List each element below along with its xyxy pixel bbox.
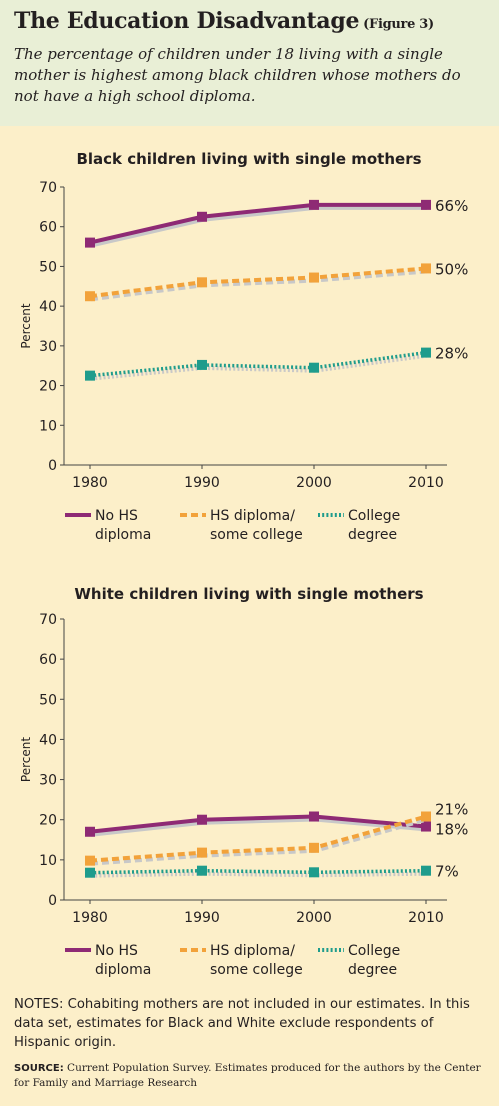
data-point-marker [309,842,319,853]
figure-title-text: The Education Disadvantage [14,8,360,34]
data-point-marker [421,347,431,358]
data-point-marker [309,811,319,822]
x-tick-label: 2010 [408,475,444,491]
data-point-marker [197,277,207,288]
series-line-college [89,868,427,875]
data-point-marker [197,211,207,222]
legend-label: some college [210,527,303,543]
legend-label: No HS [95,943,138,959]
legend-label: degree [348,962,397,978]
data-point-marker [309,199,319,210]
legend-label: diploma [95,962,151,978]
data-point-marker [197,847,207,858]
legend-label: diploma [95,527,151,543]
data-point-marker [85,826,95,837]
y-tick-label: 50 [39,259,57,275]
source-label: SOURCE: [14,1063,64,1074]
black-children-chart: Black children living with single mother… [19,150,468,543]
series-line-no-hs [89,814,427,834]
legend-label: No HS [95,508,138,524]
data-point-marker [421,263,431,274]
x-tick-label: 1980 [72,475,108,491]
y-tick-label: 60 [39,220,57,236]
y-axis-label: Percent [19,303,33,348]
series-line-no-hs [89,202,426,245]
data-point-marker [421,865,431,876]
series-shadow [90,871,428,878]
x-tick-label: 2010 [408,910,444,926]
x-tick-label: 1980 [72,910,108,926]
y-tick-label: 20 [39,379,57,395]
series-end-label: 21% [435,801,468,819]
y-tick-label: 0 [48,893,57,909]
y-tick-label: 10 [39,418,57,434]
y-tick-label: 30 [39,773,57,789]
data-point-marker [309,867,319,878]
data-point-marker [421,811,431,822]
data-point-marker [197,359,207,370]
series-shadow [90,817,428,837]
chart-title: White children living with single mother… [74,585,423,603]
x-tick-label: 1990 [184,475,220,491]
y-tick-label: 40 [39,732,57,748]
series-end-label: 50% [435,260,468,278]
figure-title: The Education Disadvantage (Figure 3) [14,8,434,34]
data-point-marker [309,272,319,283]
y-tick-label: 20 [39,813,57,829]
data-point-marker [421,199,431,210]
series-line-hs-some-college [89,814,427,863]
data-point-marker [85,291,95,302]
data-point-marker [85,855,95,866]
series-shadow [90,817,428,866]
legend-label: College [348,943,400,959]
data-point-marker [197,814,207,825]
data-point-marker [85,370,95,381]
y-tick-label: 70 [39,612,57,628]
y-tick-label: 40 [39,299,57,315]
y-tick-label: 30 [39,339,57,355]
y-tick-label: 70 [39,180,57,196]
y-axis-label: Percent [19,737,33,782]
source-text: SOURCE: Current Population Survey. Estim… [14,1061,492,1090]
figure-subtitle: The percentage of children under 18 livi… [14,45,461,105]
series-end-label: 18% [435,821,468,839]
legend-label: HS diploma/ [210,943,295,959]
data-point-marker [85,867,95,878]
series-end-label: 28% [435,345,468,363]
legend-label: College [348,508,400,524]
legend-label: degree [348,527,397,543]
y-tick-label: 60 [39,652,57,668]
chart-title: Black children living with single mother… [76,150,421,168]
y-tick-label: 10 [39,853,57,869]
y-tick-label: 0 [48,458,57,474]
notes-text: NOTES: Cohabiting mothers are not includ… [14,997,470,1050]
white-children-chart: White children living with single mother… [19,585,468,978]
data-point-marker [197,865,207,876]
series-end-label: 7% [435,863,459,881]
x-tick-label: 2000 [296,910,332,926]
figure-number: (Figure 3) [363,17,434,32]
series-shadow [90,269,428,302]
y-tick-label: 50 [39,692,57,708]
source-body: Current Population Survey. Estimates pro… [14,1062,481,1089]
series-shadow [90,353,428,381]
x-tick-label: 2000 [296,475,332,491]
data-point-marker [421,821,431,832]
series-line-hs-some-college [89,266,427,299]
x-tick-label: 1990 [184,910,220,926]
legend-label: HS diploma/ [210,508,295,524]
series-end-label: 66% [435,197,468,215]
data-point-marker [85,237,95,248]
legend-label: some college [210,962,303,978]
series-line-college [89,350,427,378]
header-panel: The Education Disadvantage (Figure 3) The… [0,0,499,126]
series-shadow [90,205,427,248]
data-point-marker [309,362,319,373]
